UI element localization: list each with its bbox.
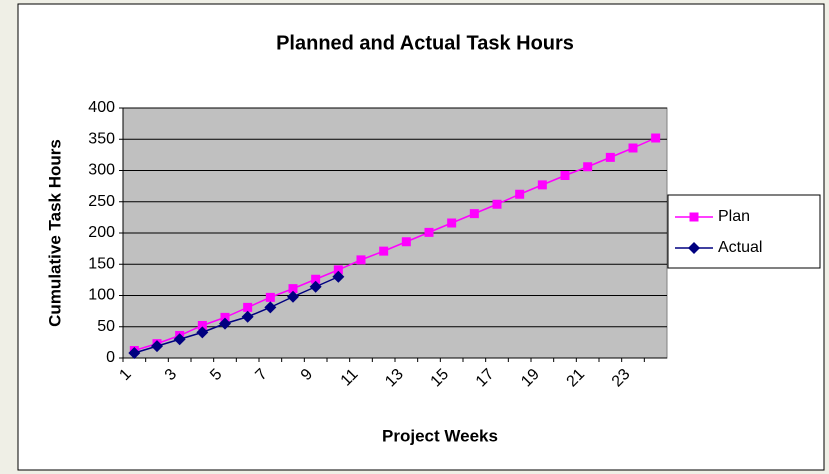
marker <box>401 237 411 247</box>
y-tick-label: 250 <box>88 193 115 210</box>
y-axis-label: Cumulative Task Hours <box>45 139 64 327</box>
legend-label: Actual <box>718 239 762 256</box>
marker <box>311 274 321 284</box>
marker <box>197 321 207 330</box>
marker <box>333 265 343 275</box>
marker <box>689 212 699 222</box>
marker <box>651 133 661 143</box>
marker <box>515 189 525 199</box>
marker <box>447 218 457 228</box>
marker <box>243 302 253 312</box>
y-tick-label: 0 <box>106 349 115 366</box>
legend-label: Plan <box>718 208 750 225</box>
legend-box <box>667 194 821 269</box>
marker <box>128 347 141 359</box>
marker <box>424 227 434 237</box>
marker <box>583 162 593 172</box>
marker <box>196 326 209 339</box>
marker <box>492 199 502 209</box>
y-tick-label: 200 <box>88 224 115 241</box>
y-tick-label: 350 <box>88 130 115 147</box>
marker <box>356 255 366 265</box>
x-axis-label: Project Weeks <box>382 426 498 445</box>
marker <box>288 284 298 294</box>
marker <box>309 280 322 293</box>
y-tick-label: 300 <box>88 162 115 179</box>
marker <box>560 171 570 180</box>
marker <box>379 246 389 256</box>
marker <box>605 152 615 162</box>
marker <box>173 333 186 346</box>
y-tick-label: 400 <box>88 99 115 116</box>
series-line <box>134 276 339 354</box>
chart-title: Planned and Actual Task Hours <box>276 32 574 54</box>
marker <box>264 301 277 314</box>
marker <box>469 209 479 219</box>
marker <box>219 317 231 330</box>
marker <box>537 180 547 190</box>
marker <box>688 242 700 254</box>
y-tick-label: 150 <box>88 255 115 272</box>
marker <box>265 292 275 302</box>
marker <box>241 310 254 323</box>
marker <box>151 340 163 353</box>
marker <box>332 270 345 283</box>
y-tick-label: 50 <box>97 318 115 335</box>
marker <box>287 290 299 303</box>
marker <box>220 312 230 322</box>
marker <box>628 143 638 153</box>
y-tick-label: 100 <box>88 287 115 304</box>
